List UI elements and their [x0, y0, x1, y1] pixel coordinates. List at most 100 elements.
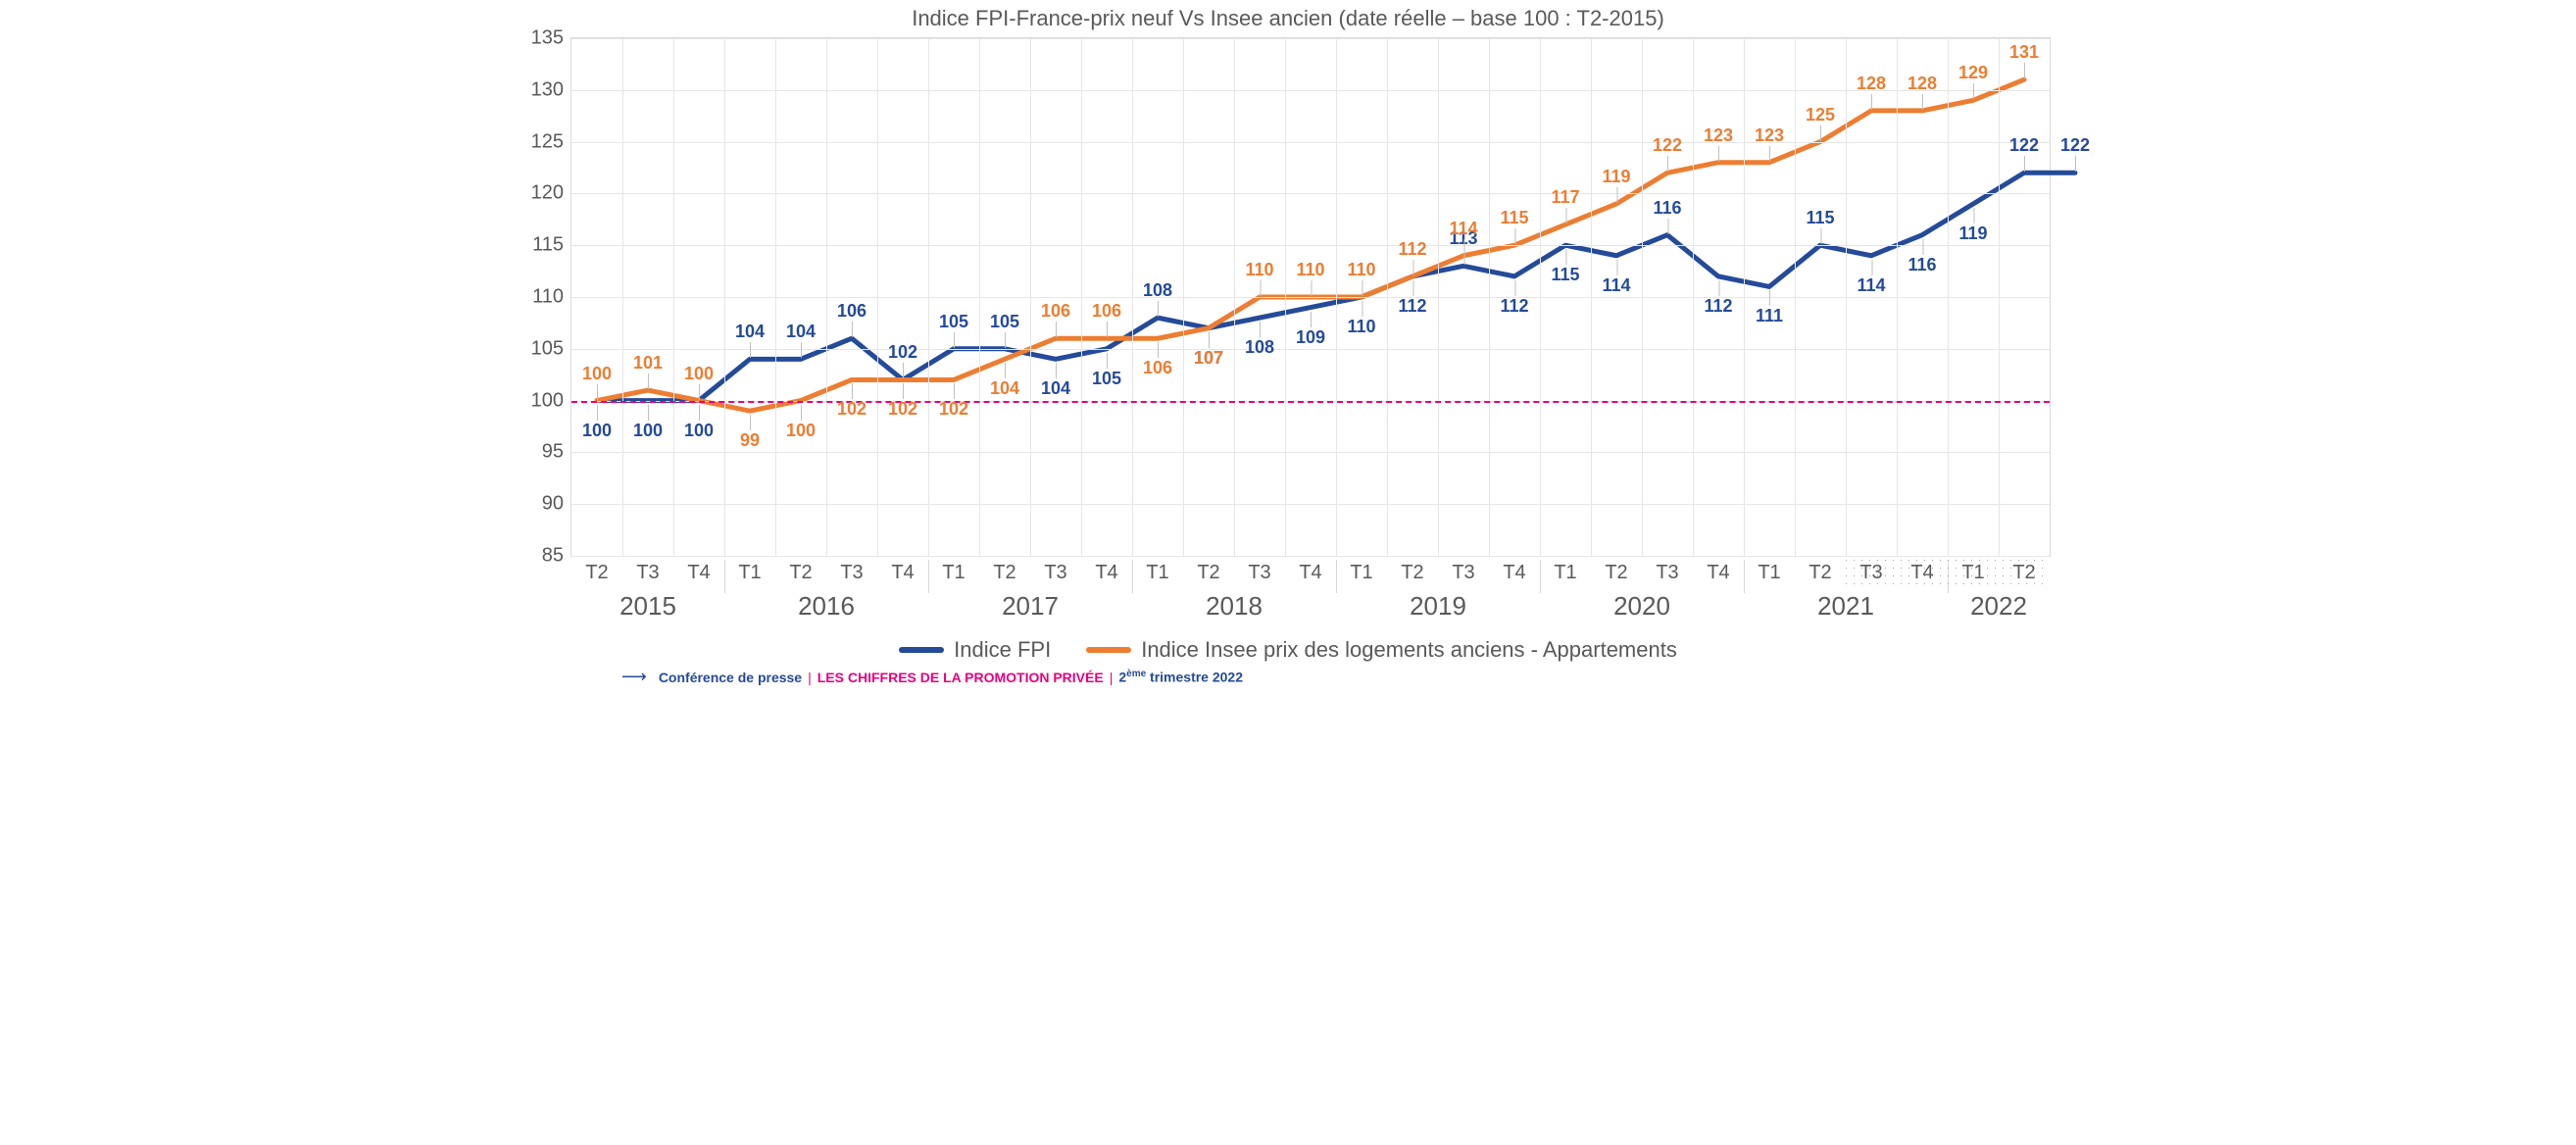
data-label: 100	[786, 421, 816, 441]
x-tick-year: 2022	[1970, 591, 2027, 622]
data-label: 108	[1143, 280, 1172, 301]
x-tick-quarter: T3	[1452, 562, 1474, 584]
legend: Indice FPI Indice Insee prix des logement…	[514, 633, 2062, 663]
data-label: 104	[1041, 378, 1070, 399]
data-label: 112	[1500, 296, 1528, 317]
data-label: 102	[888, 399, 917, 420]
y-tick-label: 110	[532, 286, 564, 309]
data-label: 104	[786, 322, 816, 342]
x-tick-year: 2018	[1206, 591, 1263, 622]
x-tick-quarter: T2	[1401, 562, 1423, 584]
data-label: 122	[2060, 135, 2090, 156]
data-label: 111	[1756, 306, 1783, 326]
x-tick-quarter: T2	[993, 562, 1016, 584]
data-label: 112	[1704, 296, 1732, 317]
projection-hatch	[1846, 560, 2050, 589]
data-label: 116	[1653, 198, 1681, 219]
y-tick-label: 125	[531, 130, 564, 153]
legend-item: Indice FPI	[899, 637, 1051, 663]
x-tick-quarter: T2	[585, 562, 608, 584]
x-tick-quarter: T1	[1350, 562, 1372, 584]
x-tick-quarter: T1	[1554, 562, 1576, 584]
y-tick-label: 135	[531, 27, 564, 50]
x-tick-quarter: T2	[1808, 562, 1831, 584]
data-label: 106	[1143, 358, 1172, 378]
x-tick-quarter: T2	[789, 562, 812, 584]
legend-label: Indice FPI	[954, 637, 1051, 663]
x-tick-quarter: T3	[1248, 562, 1270, 584]
legend-label: Indice Insee prix des logements anciens …	[1141, 637, 1677, 663]
legend-item: Indice Insee prix des logements anciens …	[1086, 637, 1677, 663]
data-label: 129	[1958, 63, 1988, 83]
x-tick-quarter: T3	[636, 562, 659, 584]
data-label: 104	[990, 378, 1019, 399]
x-tick-quarter: T2	[1605, 562, 1627, 584]
data-label: 106	[837, 301, 867, 322]
legend-swatch	[899, 647, 944, 653]
data-label: 115	[1806, 208, 1834, 228]
data-label: 105	[1092, 369, 1121, 389]
data-label: 115	[1551, 265, 1579, 285]
y-tick-label: 115	[532, 234, 564, 257]
chart-title: Indice FPI-France-prix neuf Vs Insee anc…	[514, 6, 2062, 31]
x-tick-quarter: T2	[1197, 562, 1219, 584]
y-tick-label: 130	[531, 78, 564, 101]
data-label: 119	[1958, 224, 1987, 244]
reference-line-100	[571, 401, 2050, 403]
data-label: 131	[2009, 42, 2039, 63]
data-label: 100	[684, 364, 714, 384]
data-label: 105	[939, 312, 968, 332]
data-label: 117	[1551, 187, 1579, 208]
x-tick-year: 2016	[798, 591, 855, 622]
x-tick-year: 2019	[1410, 591, 1466, 622]
data-label: 119	[1602, 167, 1630, 187]
plot-area: 859095100105110115120125130135T2T3T4T1T2…	[570, 37, 2051, 557]
data-label: 115	[1500, 208, 1528, 228]
x-tick-quarter: T3	[1044, 562, 1066, 584]
x-tick-quarter: T4	[1707, 562, 1729, 584]
data-label: 108	[1245, 337, 1274, 358]
footer-sep-1: |	[808, 670, 812, 685]
data-label: 122	[2009, 135, 2039, 156]
data-label: 114	[1449, 219, 1477, 239]
data-label: 99	[740, 430, 760, 451]
x-tick-quarter: T4	[1299, 562, 1321, 584]
x-tick-quarter: T1	[1146, 562, 1168, 584]
data-label: 107	[1194, 348, 1223, 369]
x-tick-year: 2017	[1002, 591, 1059, 622]
x-tick-quarter: T4	[687, 562, 710, 584]
x-tick-quarter: T4	[1503, 562, 1525, 584]
data-label: 128	[1907, 74, 1937, 94]
data-label: 100	[684, 421, 714, 441]
data-label: 116	[1907, 255, 1936, 275]
data-label: 100	[633, 421, 663, 441]
y-tick-label: 90	[542, 493, 564, 516]
data-label: 122	[1653, 135, 1682, 156]
x-tick-quarter: T4	[891, 562, 914, 584]
data-label: 109	[1296, 327, 1325, 348]
data-label: 123	[1755, 125, 1784, 146]
x-tick-quarter: T1	[738, 562, 761, 584]
data-label: 105	[990, 312, 1019, 332]
data-label: 106	[1092, 301, 1121, 322]
x-tick-quarter: T1	[1758, 562, 1780, 584]
data-label: 106	[1041, 301, 1070, 322]
y-tick-label: 120	[531, 182, 564, 205]
data-label: 102	[837, 399, 867, 420]
x-tick-quarter: T1	[942, 562, 965, 584]
arrow-icon: ⟶	[621, 667, 647, 687]
data-label: 101	[633, 353, 663, 373]
footer-credit: ⟶ Conférence de presse | LES CHIFFRES DE…	[621, 667, 1243, 687]
x-tick-quarter: T4	[1095, 562, 1117, 584]
y-tick-label: 85	[542, 545, 564, 568]
data-label: 112	[1398, 239, 1426, 260]
data-label: 114	[1602, 275, 1630, 296]
y-tick-label: 95	[542, 441, 564, 464]
data-label: 100	[582, 421, 612, 441]
data-label: 110	[1245, 260, 1273, 280]
data-label: 102	[888, 342, 917, 363]
data-label: 100	[582, 364, 612, 384]
y-tick-label: 105	[531, 337, 564, 360]
data-label: 125	[1806, 105, 1835, 125]
chart-container: Indice FPI-France-prix neuf Vs Insee anc…	[514, 0, 2062, 686]
